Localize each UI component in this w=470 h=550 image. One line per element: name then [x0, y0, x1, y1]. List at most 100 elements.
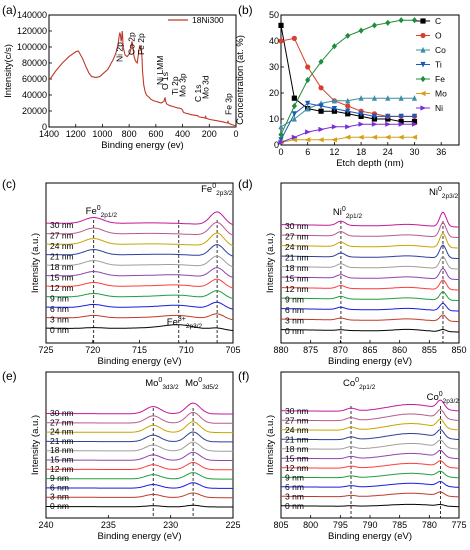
spectrum-curve: [46, 472, 233, 480]
spectrum-curve: [46, 441, 233, 452]
depth-label: 24 nm: [50, 241, 74, 251]
y-axis-label: Concentration (at. %): [235, 35, 246, 125]
x-tick-label: 805: [273, 520, 288, 530]
data-point: [291, 102, 297, 110]
data-point: [318, 103, 324, 110]
panel-label: (b): [238, 3, 253, 17]
y-tick-label: 40000: [22, 90, 47, 100]
legend-label: Mo: [435, 89, 447, 99]
depth-label: 30 nm: [50, 220, 74, 230]
panel-label: (a): [2, 3, 17, 17]
data-point: [331, 124, 338, 130]
y-axis-label: Intensity (a.u.): [265, 233, 276, 293]
data-point: [398, 119, 404, 125]
series-Mo: [277, 134, 418, 145]
peak-label: Fe3+2p3/2: [167, 316, 203, 330]
x-tick-label: 865: [362, 345, 377, 355]
panel-label: (d): [238, 177, 253, 191]
x-tick-label: 30: [409, 147, 419, 157]
data-point: [278, 123, 284, 130]
x-tick-label: 800: [122, 129, 137, 139]
spectrum-curve: [46, 211, 234, 226]
y-tick-label: 140000: [17, 10, 47, 20]
data-point: [345, 108, 351, 115]
spectrum-curve: [46, 504, 233, 508]
x-tick-label: 12: [329, 147, 339, 157]
peak-label: Mo03d3/2: [145, 377, 179, 391]
spectrum-curve: [281, 314, 459, 322]
x-tick-label: 870: [333, 345, 348, 355]
data-point: [305, 100, 311, 107]
x-tick-label: 775: [451, 520, 466, 530]
depth-label: 30 nm: [285, 406, 309, 416]
peak-annotation: Ni LMM: [155, 56, 165, 85]
x-tick-label: 1000: [92, 129, 112, 139]
depth-label: 15 nm: [285, 454, 309, 464]
data-point: [318, 108, 324, 114]
x-axis-label: Etch depth (nm): [336, 158, 404, 169]
x-tick-label: 600: [148, 129, 163, 139]
plot-frame: [45, 182, 234, 344]
data-point: [331, 97, 337, 104]
data-point: [420, 61, 426, 68]
depth-label: 12 nm: [285, 463, 309, 473]
spectrum-curve: [46, 278, 234, 289]
panel-a: (a) 1400 1200 1000 800 600 400 200 0 Binding ener…: [2, 3, 239, 151]
spectrum-curve: [281, 399, 460, 412]
peak-label: Fe02p1/2: [86, 205, 118, 219]
peak-label: Ni02p1/2: [333, 206, 363, 220]
series-line-18Ni300: [48, 30, 237, 128]
peak-annotation: Mo 3d: [200, 75, 210, 99]
legend-label: O: [435, 31, 442, 41]
peak-label-text: Mo03d5/2: [185, 377, 219, 391]
spectrum-curve: [46, 244, 234, 257]
data-point: [411, 121, 418, 127]
legend-label: Fe: [435, 74, 445, 84]
spectrum-curve: [46, 451, 233, 461]
data-point: [345, 124, 351, 130]
spectrum-curve: [46, 482, 233, 489]
data-point: [318, 58, 324, 65]
depth-label: 18 nm: [285, 444, 309, 454]
data-point: [291, 115, 297, 122]
panel-d: (d) 880 875 870 865 860 855 850 Binding energy (…: [238, 177, 467, 367]
y-tick-label: 0: [274, 140, 279, 150]
panel-label: (c): [2, 177, 16, 191]
data-point: [331, 43, 337, 50]
depth-label: 3 nm: [50, 492, 69, 502]
data-point: [318, 126, 325, 132]
spectrum-curve: [46, 301, 234, 310]
data-point: [398, 121, 405, 127]
x-tick-label: 725: [38, 345, 53, 355]
spectrum-curve: [46, 431, 233, 443]
spectrum-curve: [281, 491, 460, 498]
spectrum-curve: [281, 460, 460, 469]
spectrum-curve: [281, 409, 460, 422]
spectrum-curve: [281, 449, 460, 460]
data-point: [291, 134, 298, 140]
peak-annotation: C 1s: [193, 85, 203, 102]
data-point: [317, 137, 324, 143]
depth-label: 18 nm: [50, 445, 74, 455]
data-point: [291, 137, 297, 143]
spectrum-curve: [46, 290, 234, 300]
data-point: [278, 137, 284, 143]
data-point: [358, 121, 365, 127]
series-Fe: [278, 17, 418, 138]
spectrum-curve: [46, 462, 233, 471]
x-tick-label: 860: [392, 345, 407, 355]
peak-label-text: Co02p1/2: [343, 377, 376, 391]
depth-label: 27 nm: [285, 416, 309, 426]
peak-label-text: Co02p3/2: [427, 391, 460, 405]
depth-label: 9 nm: [50, 473, 69, 483]
data-point: [419, 90, 426, 97]
peak-label: Mo03d5/2: [185, 377, 219, 391]
data-point: [305, 76, 311, 84]
legend-label: Ti: [435, 60, 442, 70]
x-tick-label: 1400: [39, 129, 59, 139]
spectrum-curve: [281, 503, 459, 508]
spectrum-curve: [281, 470, 459, 479]
y-tick-label: 20: [269, 88, 279, 98]
depth-label: 15 nm: [285, 274, 309, 284]
data-point: [278, 131, 284, 138]
